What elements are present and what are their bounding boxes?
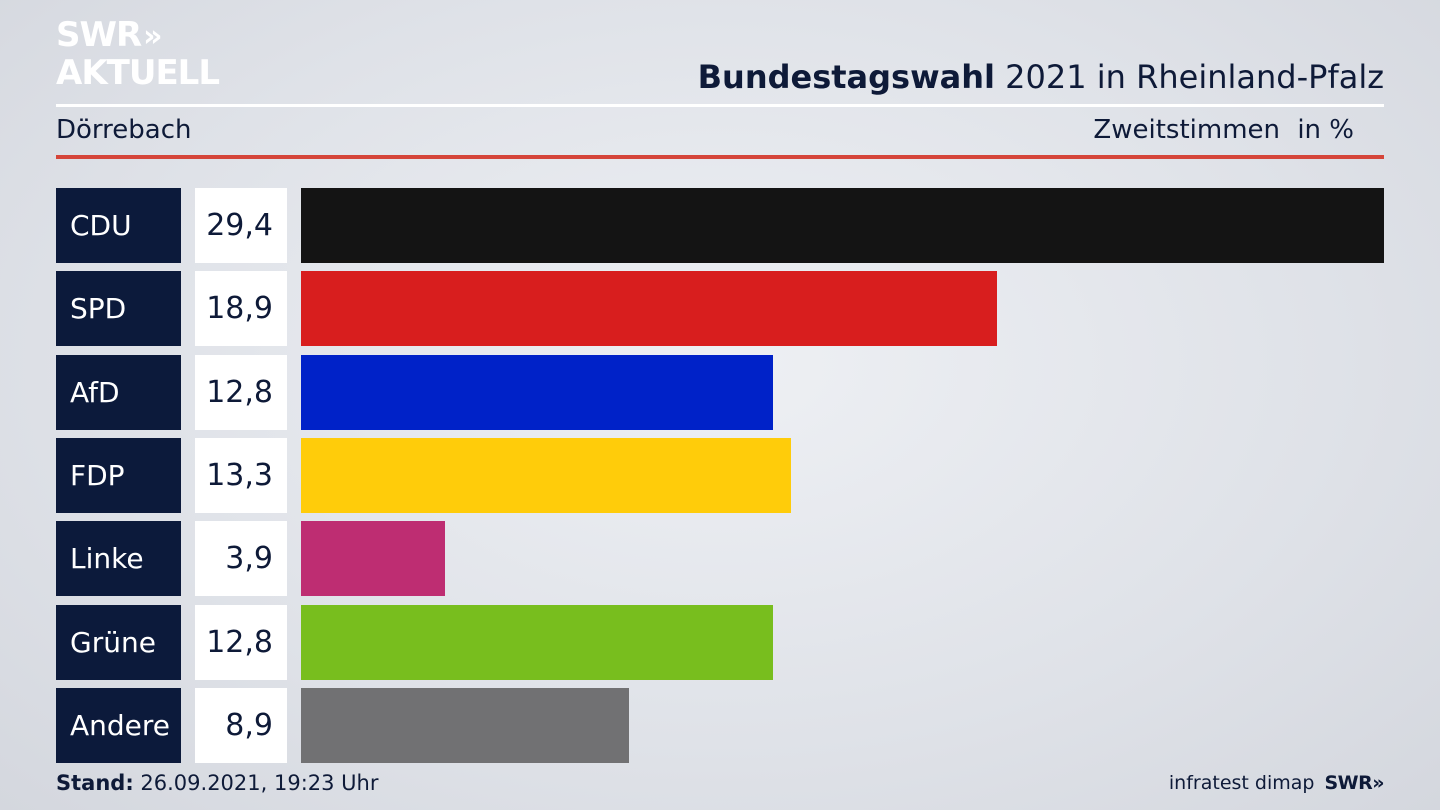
logo-swr-text: SWR: [56, 15, 142, 55]
chart-title: Bundestagswahl 2021 in Rheinland-Pfalz: [698, 58, 1384, 96]
divider-white: [56, 104, 1384, 107]
bar-row: SPD 18,9: [56, 271, 1384, 346]
location-label: Dörrebach: [56, 115, 192, 145]
value-label: 8,9: [195, 688, 287, 763]
party-label: SPD: [56, 271, 181, 346]
bar: [301, 688, 629, 763]
timestamp-label: Stand:: [56, 771, 134, 795]
bar: [301, 521, 445, 596]
bar-row: AfD 12,8: [56, 355, 1384, 430]
logo-arrows-icon: »: [143, 19, 163, 54]
measure-label: Zweitstimmen: [1093, 115, 1280, 145]
bar: [301, 438, 791, 513]
party-label: Linke: [56, 521, 181, 596]
bar-row: Linke 3,9: [56, 521, 1384, 596]
chart-title-rest: 2021 in Rheinland-Pfalz: [995, 58, 1384, 96]
bar: [301, 188, 1384, 263]
bar-row: Andere 8,9: [56, 688, 1384, 763]
bar-row: FDP 13,3: [56, 438, 1384, 513]
unit-label: in %: [1297, 115, 1354, 145]
source-label: infratest dimap: [1168, 772, 1315, 794]
party-label: FDP: [56, 438, 181, 513]
value-label: 29,4: [195, 188, 287, 263]
value-label: 18,9: [195, 271, 287, 346]
divider-red: [56, 155, 1384, 159]
bar-row: CDU 29,4: [56, 188, 1384, 263]
timestamp-value: 26.09.2021, 19:23 Uhr: [133, 771, 379, 795]
party-label: Grüne: [56, 605, 181, 680]
bar: [301, 355, 773, 430]
value-label: 3,9: [195, 521, 287, 596]
bar-row: Grüne 12,8: [56, 605, 1384, 680]
value-label: 12,8: [195, 355, 287, 430]
value-label: 12,8: [195, 605, 287, 680]
chart-title-bold: Bundestagswahl: [697, 58, 995, 96]
logo-aktuell-text: AKTUELL: [56, 53, 220, 93]
bar: [301, 605, 773, 680]
bar: [301, 271, 997, 346]
value-label: 13,3: [195, 438, 287, 513]
party-label: AfD: [56, 355, 181, 430]
timestamp: Stand: 26.09.2021, 19:23 Uhr: [56, 771, 379, 795]
source-credit: infratest dimap SWR»: [1168, 772, 1385, 794]
swr-aktuell-logo: SWR» AKTUELL: [56, 18, 226, 90]
swr-brand: SWR»: [1324, 772, 1384, 794]
party-label: Andere: [56, 688, 181, 763]
party-label: CDU: [56, 188, 181, 263]
